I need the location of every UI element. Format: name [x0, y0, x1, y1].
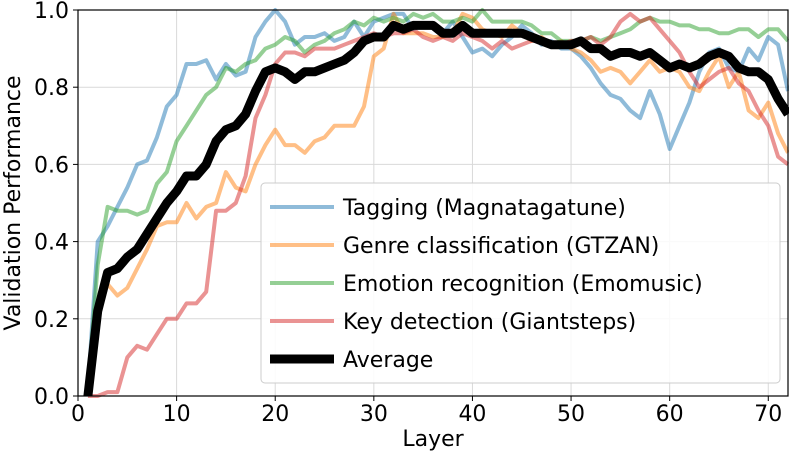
- series-line-3: [87, 11, 789, 398]
- legend-label: Average: [343, 348, 433, 373]
- y-tick-label: 0.8: [34, 76, 69, 101]
- legend-label: Tagging (Magnatagatune): [342, 196, 626, 221]
- x-tick-label: 50: [557, 402, 585, 427]
- x-tick-label: 60: [656, 402, 684, 427]
- y-tick-label: 1.0: [34, 0, 69, 24]
- y-tick-label: 0.2: [34, 308, 69, 333]
- y-tick-label: 0.0: [34, 385, 69, 410]
- x-tick-label: 0: [71, 402, 85, 427]
- legend-label: Genre classification (GTZAN): [343, 234, 659, 259]
- series-line-2: [85, 8, 789, 389]
- x-tick-label: 70: [754, 402, 782, 427]
- y-tick-label: 0.4: [34, 231, 69, 256]
- legend-box: [260, 182, 781, 384]
- x-tick-label: 40: [458, 402, 486, 427]
- x-tick-label: 20: [261, 402, 289, 427]
- x-axis-label: Layer: [402, 427, 464, 451]
- y-axis-label: Validation Performance: [1, 75, 26, 330]
- y-tick-label: 0.6: [34, 153, 69, 178]
- series-lines: [83, 8, 789, 398]
- x-tick-label: 10: [163, 402, 191, 427]
- series-line-4: [83, 20, 789, 397]
- x-tick-label: 30: [360, 402, 388, 427]
- legend-label: Emotion recognition (Emomusic): [343, 272, 703, 297]
- legend: Tagging (Magnatagatune) Genre classificat…: [260, 182, 781, 384]
- axes-frame: [77, 9, 789, 397]
- legend-label: Key detection (Giantsteps): [343, 310, 636, 335]
- axis-ticks: 0 10 20 30 40 50 60 70 0.0 0.2 0.4 0.6 0.8 1.0: [34, 0, 782, 427]
